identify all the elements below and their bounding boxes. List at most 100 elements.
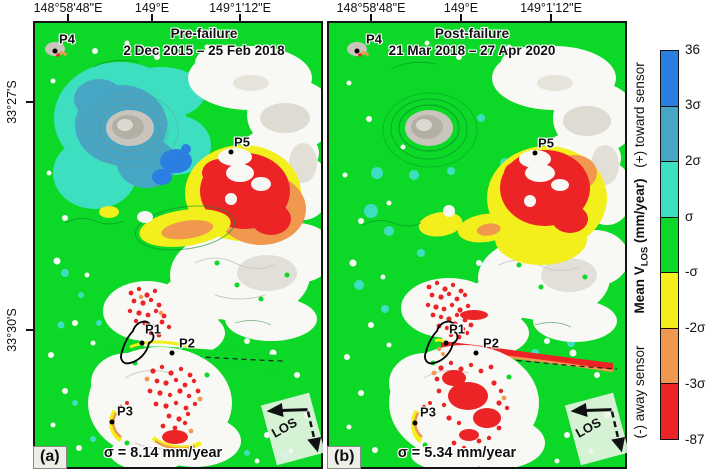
point-marker-p1 xyxy=(139,340,145,346)
x-tick-label: 149°1'12"E xyxy=(209,1,271,15)
los-dashed-arrowhead-icon xyxy=(611,437,626,453)
los-solid-arrow-icon xyxy=(280,408,308,413)
point-marker-p2 xyxy=(473,350,479,356)
y-tick-label: 33°30'S xyxy=(5,308,19,352)
nodata-region-middle xyxy=(161,223,321,341)
x-tick-mark xyxy=(151,14,153,21)
x-tick-label: 149°E xyxy=(443,1,479,15)
los-inset-graphic: LOS xyxy=(260,392,326,466)
cyan-patches xyxy=(354,114,575,357)
uplift-region-blue xyxy=(152,144,192,185)
y-tick-mark xyxy=(26,101,33,103)
los-solid-arrowhead-icon xyxy=(266,402,284,418)
colorbar-tick-label: 3σ xyxy=(685,97,701,112)
x-tick-label: 149°1'12"E xyxy=(520,1,582,15)
point-label-p5: P5 xyxy=(538,135,554,151)
colorbar-segment-blue xyxy=(661,51,678,107)
subsidence-blob-center xyxy=(134,205,236,251)
small-yellow-patch xyxy=(99,206,119,218)
point-marker-p3 xyxy=(412,420,418,426)
landslide-outline xyxy=(424,320,459,365)
colorbar-segment-orange xyxy=(661,328,678,385)
map-panel-a: Pre-failure 2 Dec 2015 – 25 Feb 2018 P4 … xyxy=(33,21,326,469)
point-marker-p5 xyxy=(532,150,538,156)
landslide-outline xyxy=(120,320,155,365)
x-tick-mark xyxy=(460,14,462,21)
volcano-summit xyxy=(83,92,179,168)
colorbar-segment-green xyxy=(661,217,678,274)
subsidence-blob-p5 xyxy=(487,146,607,265)
los-solid-arrowhead-icon xyxy=(570,402,588,418)
point-label-p1: P1 xyxy=(145,321,161,337)
volcano-summit xyxy=(382,92,478,168)
los-dashed-arrowhead-icon xyxy=(307,437,322,453)
point-marker-p2 xyxy=(169,350,175,356)
panel-title: Post-failure 21 Mar 2018 – 27 Apr 2020 xyxy=(333,26,611,60)
panel-letter: (b) xyxy=(327,446,362,469)
colorbar-tick-label: 36 xyxy=(685,42,701,57)
contour-lines xyxy=(362,61,572,328)
colorbar-tick-label: σ xyxy=(685,209,694,224)
p3-edge-colors xyxy=(109,401,129,443)
point-label-p4: P4 xyxy=(366,31,382,47)
point-label-p2: P2 xyxy=(483,335,499,351)
y-tick-mark xyxy=(26,329,33,331)
p3-edge-colors xyxy=(411,401,432,443)
point-marker-p5 xyxy=(228,149,234,155)
x-tick-mark xyxy=(550,14,552,21)
los-inset-graphic: LOS xyxy=(564,392,630,466)
x-tick-label: 148°58'48"E xyxy=(33,1,103,15)
nodata-region-bottom xyxy=(88,347,241,467)
colorbar xyxy=(660,50,679,440)
panel-period-dates: 21 Mar 2018 – 27 Apr 2020 xyxy=(388,42,556,58)
panel-title: Pre-failure 2 Dec 2015 – 25 Feb 2018 xyxy=(91,26,317,60)
contour-lines xyxy=(64,59,272,326)
panel-letter: (a) xyxy=(33,446,67,469)
panel-period-name: Post-failure xyxy=(434,26,510,41)
panel-a-velocity-map xyxy=(35,23,321,467)
red-speckle-cluster-bottom xyxy=(147,364,201,431)
colorbar-tick-label: -87 xyxy=(685,432,705,447)
colorbar-negative-label: (-) away sensor xyxy=(632,345,647,439)
x-tick-mark xyxy=(239,14,241,21)
colorbar-segment-turquoise xyxy=(661,162,678,218)
colorbar-title-suffix: (mm/year) xyxy=(632,178,647,247)
red-speckle-cluster-p1 xyxy=(127,286,172,338)
point-label-p2: P2 xyxy=(179,335,195,351)
colorbar-title-subscript: LOS xyxy=(639,246,651,267)
panel-period-name: Pre-failure xyxy=(170,26,238,41)
los-inset: LOS xyxy=(260,392,326,466)
point-marker-p1 xyxy=(443,340,449,346)
point-label-p3: P3 xyxy=(420,404,436,420)
y-tick-label: 33°27'S xyxy=(5,80,19,124)
colorbar-segment-yellow xyxy=(661,273,678,329)
sigma-annotation: σ = 5.34 mm/year xyxy=(397,445,517,461)
x-tick-mark xyxy=(67,14,69,21)
map-panel-b: Post-failure 21 Mar 2018 – 27 Apr 2020 P… xyxy=(327,21,630,469)
x-tick-label: 148°58'48"E xyxy=(336,1,406,15)
colorbar-tick-label: -3σ xyxy=(685,376,706,391)
red-speckle-cluster-bottom xyxy=(434,360,510,451)
point-marker-p4 xyxy=(52,48,58,54)
panel-period-dates: 2 Dec 2015 – 25 Feb 2018 xyxy=(123,42,285,58)
point-label-p3: P3 xyxy=(117,403,133,419)
panel-b-velocity-map xyxy=(329,23,625,467)
los-dashed-arrow-icon xyxy=(306,411,316,440)
colorbar-segment-red xyxy=(661,384,678,440)
point-marker-p4 xyxy=(354,48,360,54)
x-tick-label: 149°E xyxy=(134,1,170,15)
los-solid-arrow-icon xyxy=(584,408,612,413)
sigma-annotation: σ = 8.14 mm/year xyxy=(103,445,223,461)
point-label-p5: P5 xyxy=(234,134,250,150)
point-label-p4: P4 xyxy=(59,31,75,47)
point-label-p1: P1 xyxy=(449,321,465,337)
point-marker-p3 xyxy=(109,419,115,425)
los-inset: LOS xyxy=(564,392,630,466)
x-tick-mark xyxy=(370,14,372,21)
subsidence-blob-center xyxy=(418,211,514,243)
los-dashed-arrow-icon xyxy=(610,411,620,440)
colorbar-tick-label: -2σ xyxy=(685,320,706,335)
colorbar-segment-teal xyxy=(661,106,678,163)
colorbar-tick-label: -σ xyxy=(685,264,698,279)
